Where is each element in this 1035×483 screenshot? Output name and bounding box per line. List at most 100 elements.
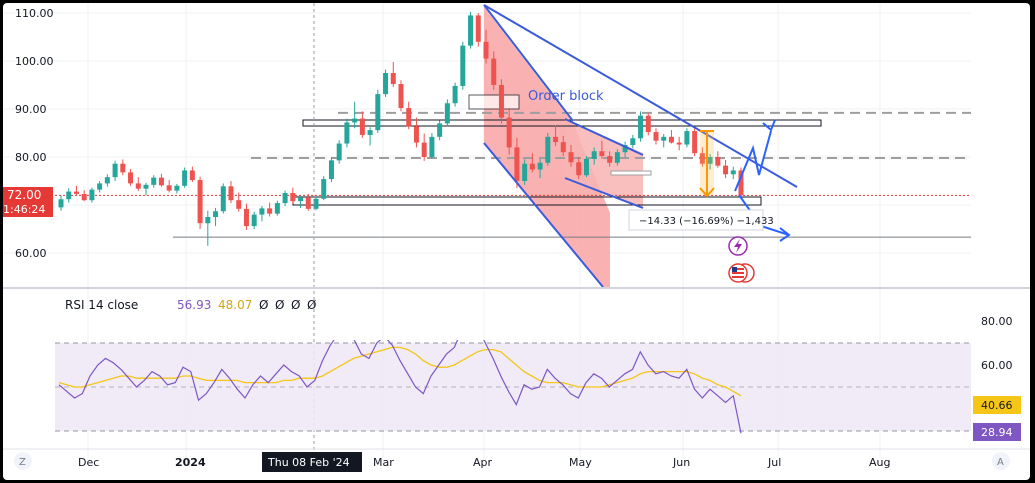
- candle[interactable]: [491, 51, 497, 90]
- timezone-button[interactable]: Z: [14, 452, 32, 470]
- candle[interactable]: [607, 151, 613, 167]
- candle[interactable]: [460, 41, 466, 90]
- candle[interactable]: [73, 185, 79, 196]
- candle[interactable]: [313, 196, 319, 211]
- order-block-box[interactable]: [468, 94, 520, 110]
- candle[interactable]: [630, 134, 636, 149]
- candle[interactable]: [475, 13, 481, 47]
- candle[interactable]: [545, 133, 551, 166]
- candle[interactable]: [723, 159, 729, 179]
- candle[interactable]: [653, 128, 659, 145]
- candle[interactable]: [151, 175, 157, 188]
- candle[interactable]: [614, 149, 620, 166]
- candle[interactable]: [730, 166, 736, 180]
- candle[interactable]: [390, 61, 396, 87]
- candle[interactable]: [104, 174, 110, 187]
- rsi-line[interactable]: [58, 314, 742, 434]
- candle[interactable]: [259, 205, 265, 222]
- candle[interactable]: [328, 157, 334, 182]
- candle[interactable]: [243, 203, 249, 230]
- candle[interactable]: [174, 183, 180, 194]
- candle[interactable]: [158, 173, 164, 187]
- candle[interactable]: [213, 207, 219, 227]
- trendlines[interactable]: [483, 4, 798, 288]
- candle[interactable]: [514, 137, 520, 189]
- candle[interactable]: [576, 157, 582, 180]
- candle[interactable]: [336, 140, 342, 164]
- candle[interactable]: [638, 111, 644, 142]
- candle[interactable]: [591, 147, 597, 165]
- rsi-ma-line[interactable]: [58, 346, 742, 397]
- candle[interactable]: [321, 176, 327, 201]
- candle[interactable]: [398, 80, 404, 112]
- candle[interactable]: [483, 29, 489, 64]
- candle[interactable]: [290, 187, 296, 205]
- candle[interactable]: [707, 154, 713, 170]
- candle[interactable]: [352, 101, 358, 129]
- lightning-event-icon[interactable]: [728, 236, 748, 256]
- candle[interactable]: [66, 188, 72, 203]
- price-range-tool[interactable]: [699, 130, 715, 198]
- candle[interactable]: [522, 159, 528, 185]
- candle[interactable]: [568, 145, 574, 167]
- time-axis[interactable]: Dec 2024 Mar Apr May Jun Jul Aug Thu 08 …: [78, 452, 890, 472]
- candle[interactable]: [444, 99, 450, 127]
- candle[interactable]: [383, 69, 389, 97]
- candle[interactable]: [220, 183, 226, 214]
- candle[interactable]: [406, 101, 412, 130]
- candle[interactable]: [305, 193, 311, 211]
- candle[interactable]: [452, 82, 458, 107]
- flag-event-icon[interactable]: [728, 263, 755, 283]
- order-block-zone-upper[interactable]: [302, 119, 822, 127]
- candle[interactable]: [506, 108, 512, 155]
- candle[interactable]: [553, 125, 559, 146]
- candle[interactable]: [537, 158, 543, 179]
- candle[interactable]: [692, 127, 698, 157]
- candle[interactable]: [468, 12, 474, 49]
- candle[interactable]: [197, 176, 203, 229]
- auto-scale-button[interactable]: A: [992, 452, 1010, 470]
- candle[interactable]: [684, 128, 690, 148]
- candle[interactable]: [498, 79, 504, 124]
- chart-canvas[interactable]: Order block −14.33 (−16.69%) −1,433 110.…: [3, 3, 1030, 480]
- candle[interactable]: [661, 133, 667, 148]
- candle[interactable]: [645, 112, 651, 136]
- rsi-legend[interactable]: RSI 14 close 56.93 48.07 Ø Ø Ø Ø: [65, 298, 316, 312]
- candle[interactable]: [560, 135, 566, 157]
- candle[interactable]: [529, 153, 535, 173]
- candle[interactable]: [282, 190, 288, 206]
- candle[interactable]: [166, 180, 172, 193]
- candle[interactable]: [344, 118, 350, 148]
- candle[interactable]: [135, 177, 141, 192]
- candle[interactable]: [189, 166, 195, 182]
- candle[interactable]: [437, 120, 443, 141]
- candle[interactable]: [182, 167, 188, 188]
- candle[interactable]: [143, 182, 149, 196]
- candle[interactable]: [375, 89, 381, 133]
- candle[interactable]: [622, 141, 628, 157]
- candle[interactable]: [699, 147, 705, 167]
- candle[interactable]: [236, 192, 242, 212]
- candle[interactable]: [421, 133, 427, 161]
- candle[interactable]: [251, 211, 257, 229]
- candle[interactable]: [274, 200, 280, 216]
- candle[interactable]: [120, 159, 126, 176]
- candle[interactable]: [58, 195, 64, 211]
- candle[interactable]: [367, 127, 373, 146]
- candle[interactable]: [89, 187, 95, 203]
- candle[interactable]: [267, 202, 273, 217]
- candle[interactable]: [668, 130, 674, 144]
- candle[interactable]: [738, 167, 744, 198]
- candle[interactable]: [583, 156, 589, 178]
- order-block-zone-lower[interactable]: [292, 196, 762, 206]
- candle[interactable]: [128, 169, 134, 186]
- candle[interactable]: [599, 140, 605, 159]
- minor-zone-box[interactable]: [610, 170, 652, 176]
- candle[interactable]: [359, 111, 365, 138]
- candle[interactable]: [205, 210, 211, 246]
- candle[interactable]: [429, 133, 435, 159]
- candle[interactable]: [413, 117, 419, 148]
- candle[interactable]: [715, 151, 721, 168]
- candle[interactable]: [676, 136, 682, 151]
- candle[interactable]: [81, 190, 87, 202]
